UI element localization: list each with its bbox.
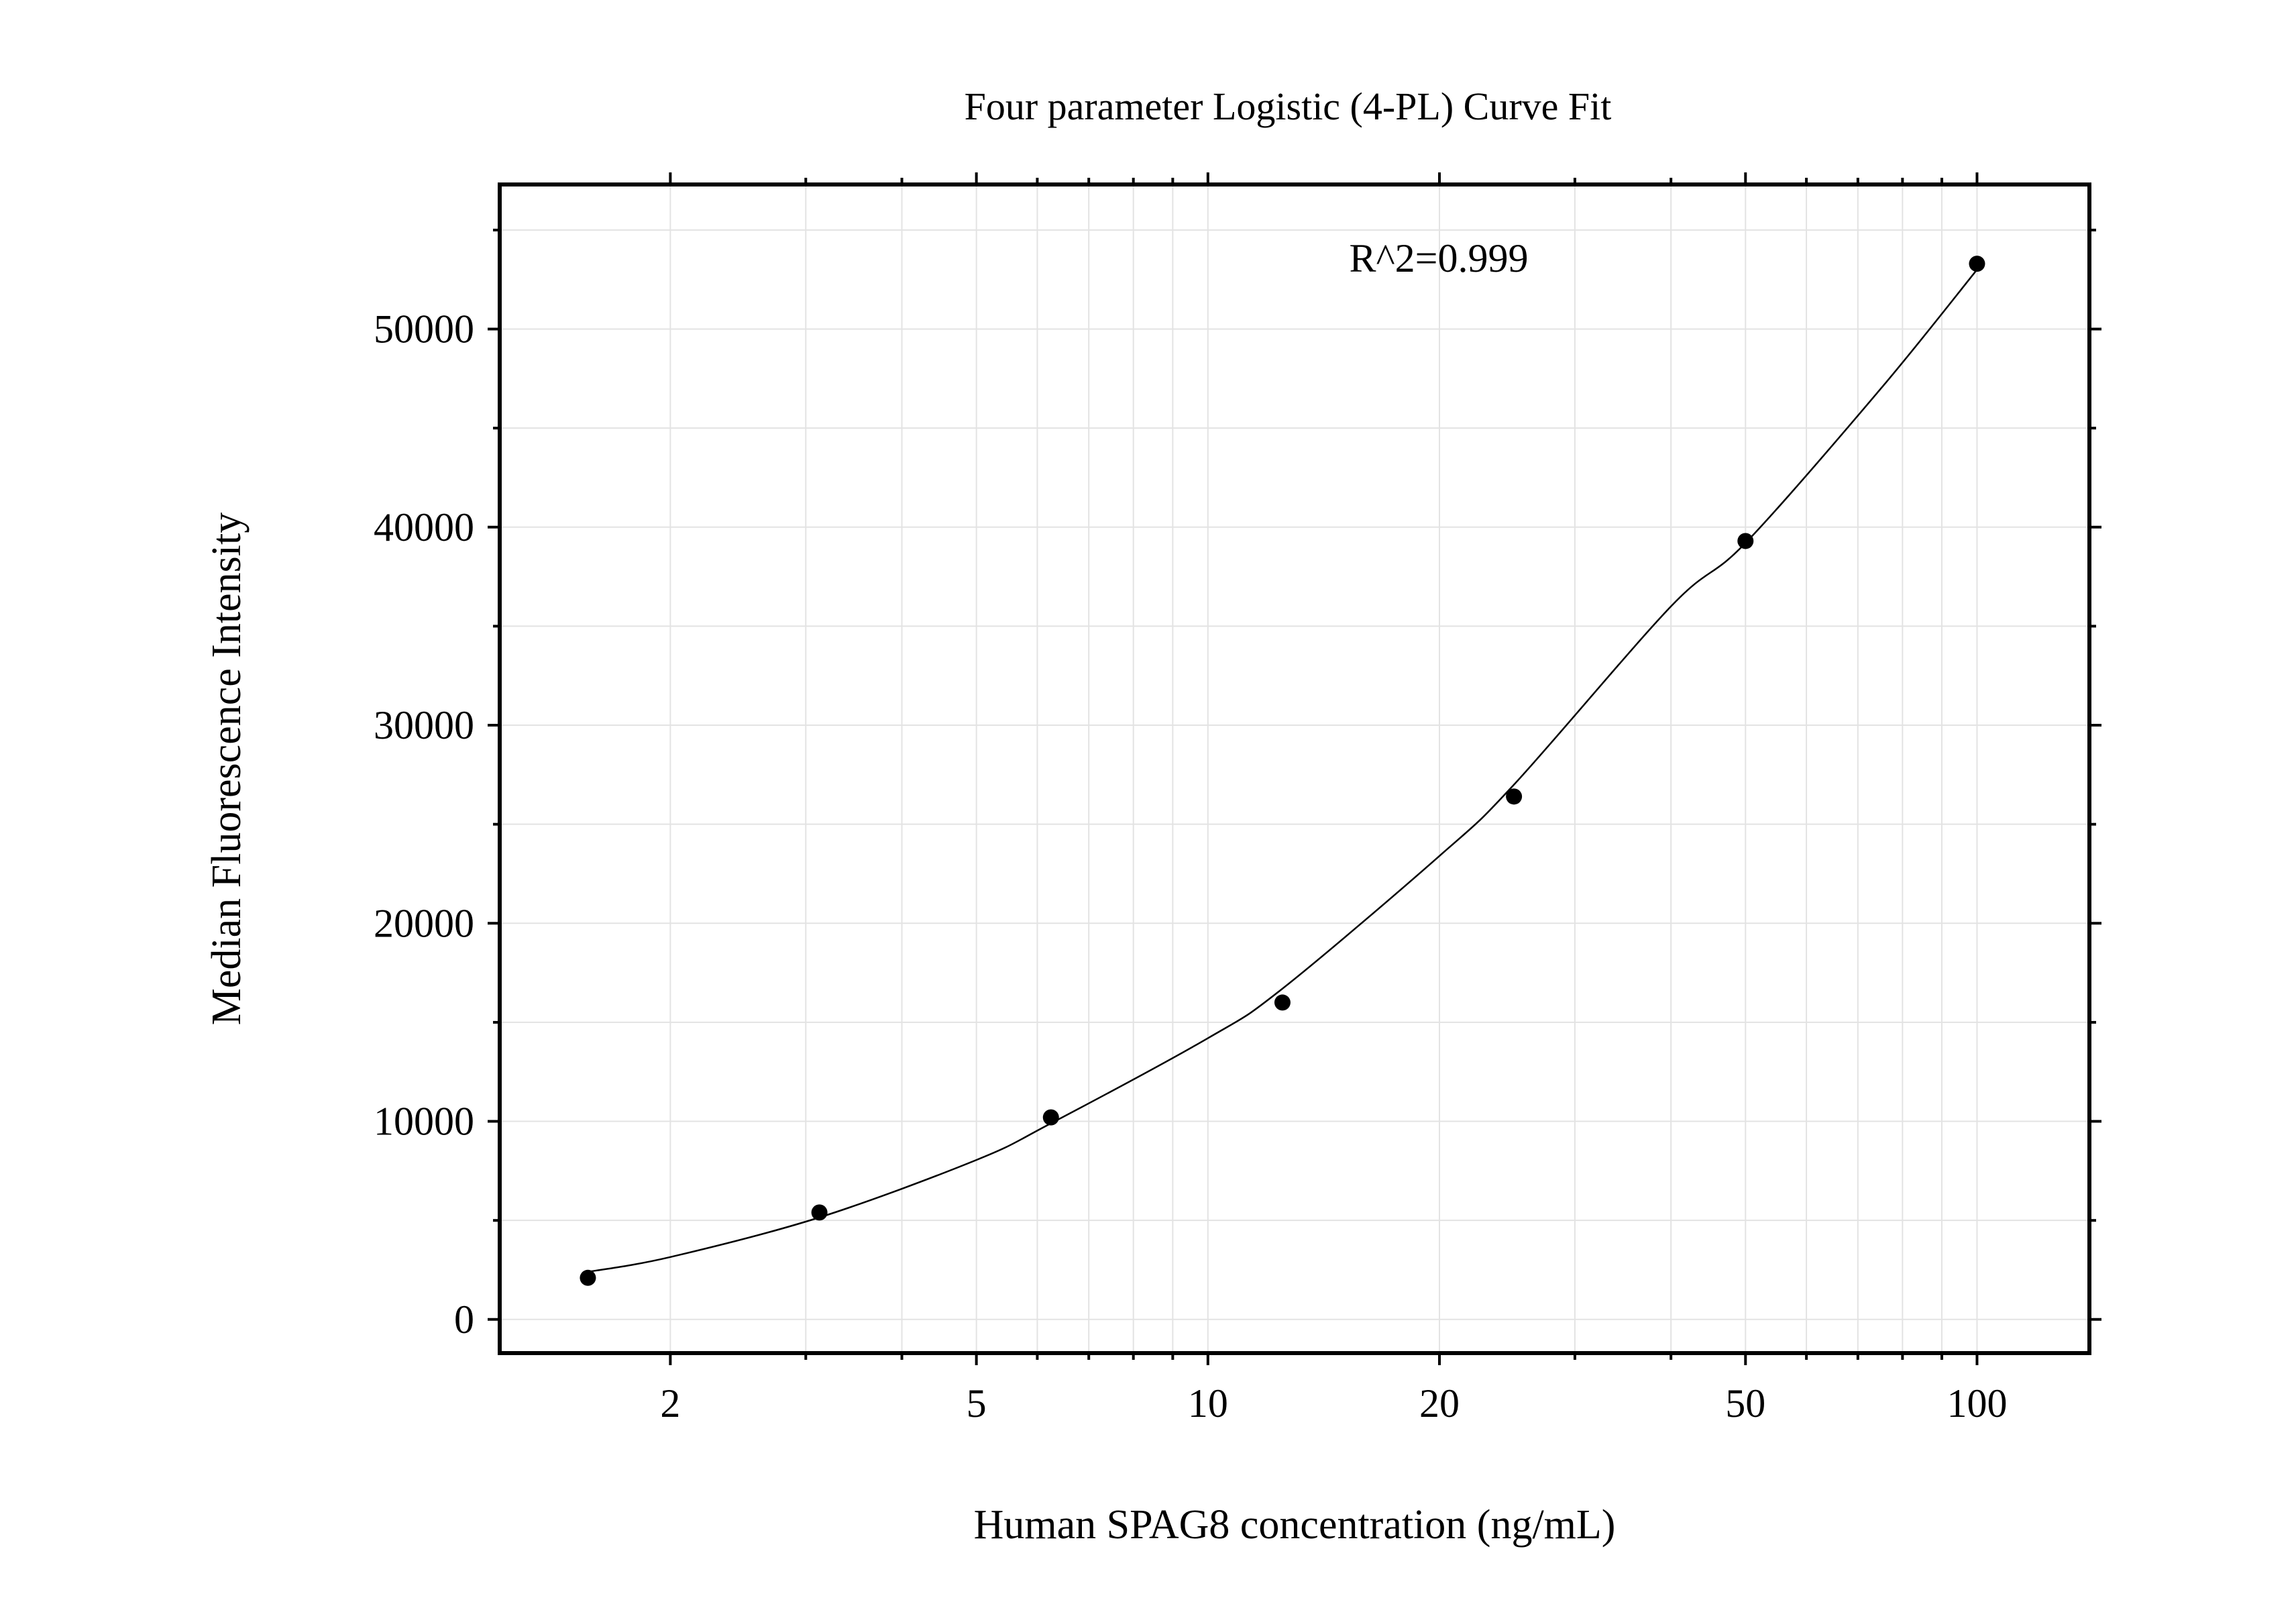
- x-tick-label: 10: [1188, 1381, 1228, 1426]
- y-tick-label: 50000: [374, 307, 474, 352]
- data-point: [1274, 994, 1291, 1011]
- data-point: [1042, 1109, 1059, 1126]
- plot-frame: [498, 182, 2091, 1355]
- data-point: [1969, 256, 1985, 272]
- y-axis-label: Median Fluorescence Intensity: [204, 513, 250, 1025]
- x-tick-label: 5: [967, 1381, 987, 1426]
- data-points-layer: [580, 256, 1985, 1286]
- r-squared-annotation: R^2=0.999: [1349, 236, 1528, 280]
- data-point: [1506, 788, 1523, 805]
- fit-curve-layer: [588, 269, 1978, 1273]
- y-tick-label: 40000: [374, 505, 474, 549]
- y-tick-label: 0: [454, 1297, 474, 1342]
- data-point: [811, 1204, 828, 1221]
- y-tick-label: 30000: [374, 703, 474, 747]
- y-tick-label: 20000: [374, 901, 474, 945]
- x-tick-label: 2: [660, 1381, 680, 1426]
- grid-lines: [500, 184, 2089, 1353]
- data-point: [580, 1269, 596, 1286]
- fit-curve: [588, 269, 1978, 1273]
- x-tick-label: 20: [1419, 1381, 1460, 1426]
- chart-title: Four parameter Logistic (4-PL) Curve Fit: [965, 85, 1612, 128]
- y-tick-label: 10000: [374, 1100, 474, 1144]
- x-tick-label: 50: [1725, 1381, 1765, 1426]
- data-point: [1737, 533, 1754, 549]
- tick-labels: 2 5 10 20 50 100 0 10000 20000 30000 40000 50000: [374, 307, 2007, 1426]
- x-tick-label: 100: [1947, 1381, 2007, 1426]
- axis-ticks: [488, 172, 2101, 1365]
- x-axis-label: Human SPAG8 concentration (ng/mL): [974, 1502, 1616, 1548]
